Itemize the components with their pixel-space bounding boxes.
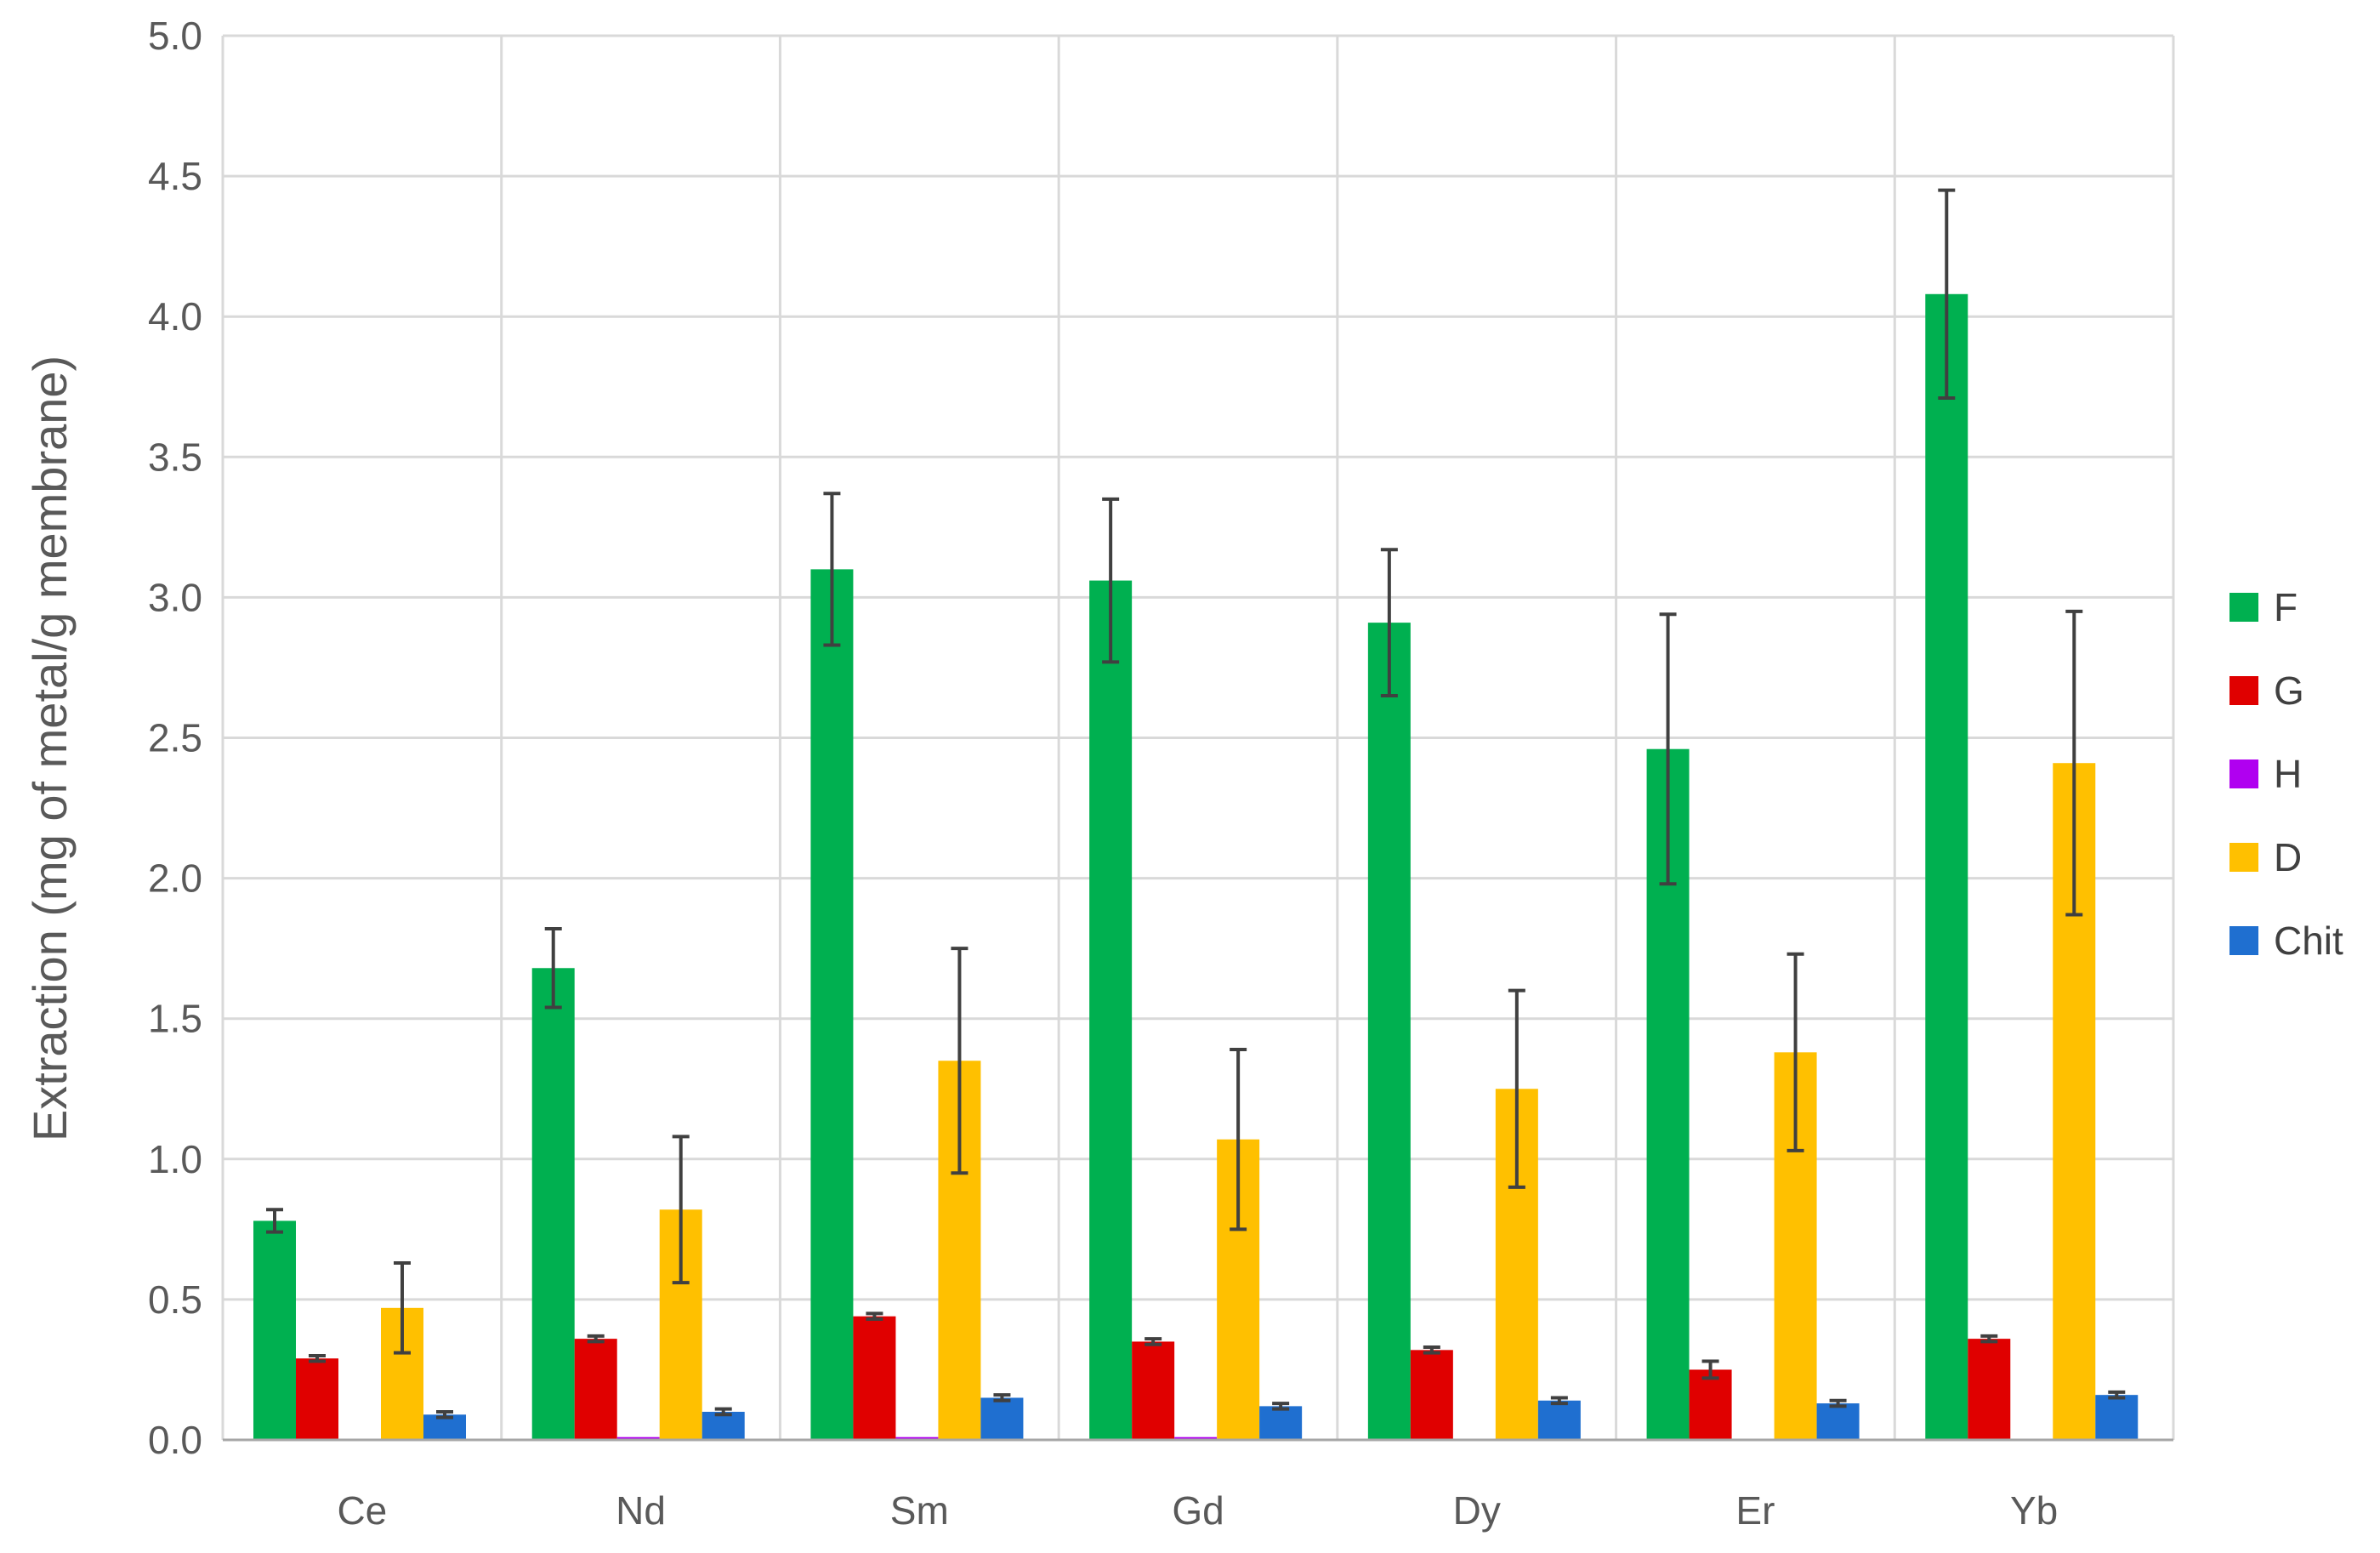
error-bar-chit-yb — [2108, 1390, 2126, 1400]
legend-label: H — [2274, 752, 2302, 796]
error-bar-g-nd — [587, 1334, 605, 1344]
y-tick-label: 4.0 — [148, 294, 202, 338]
y-tick-label: 5.0 — [148, 14, 202, 58]
error-bar-chit-ce — [436, 1409, 453, 1419]
error-bar-f-nd — [544, 927, 562, 1010]
legend-swatch — [2229, 926, 2258, 955]
error-bar-d-gd — [1230, 1048, 1247, 1232]
x-tick-label: Er — [1735, 1488, 1775, 1533]
legend-entry-d: D — [2229, 835, 2302, 879]
error-bar-chit-dy — [1550, 1396, 1568, 1406]
bar-chit-nd — [702, 1411, 745, 1440]
error-bar-g-yb — [1980, 1334, 1998, 1344]
bar-chit-sm — [980, 1397, 1024, 1440]
y-axis-title: Extraction (mg of metal/g membrane) — [23, 356, 77, 1141]
legend-entry-g: G — [2229, 668, 2304, 713]
legend-entry-h: H — [2229, 752, 2302, 796]
bar-g-yb — [1968, 1339, 2011, 1440]
error-bar-f-dy — [1380, 548, 1398, 697]
legend-swatch — [2229, 759, 2258, 788]
bar-g-dy — [1410, 1350, 1453, 1440]
bar-h-sm — [895, 1436, 939, 1440]
bar-g-er — [1689, 1369, 1732, 1440]
error-bar-d-sm — [951, 947, 968, 1175]
bar-f-ce — [253, 1220, 296, 1440]
bars — [253, 293, 2139, 1441]
bar-h-nd — [616, 1436, 660, 1440]
legend-swatch — [2229, 593, 2258, 622]
error-bar-f-yb — [1938, 188, 1956, 400]
bar-g-nd — [574, 1339, 617, 1440]
bar-chit-dy — [1537, 1400, 1581, 1440]
bar-chit-er — [1816, 1403, 1860, 1440]
legend-label: F — [2274, 585, 2298, 629]
error-bar-g-er — [1701, 1359, 1719, 1380]
bar-f-nd — [531, 968, 575, 1440]
bar-f-dy — [1367, 623, 1411, 1440]
bar-g-ce — [296, 1358, 338, 1440]
bar-g-sm — [853, 1316, 896, 1440]
y-tick-label: 0.0 — [148, 1418, 202, 1462]
y-tick-label: 3.5 — [148, 435, 202, 479]
error-bar-g-sm — [866, 1311, 883, 1322]
y-tick-labels: 0.0 0.5 1.0 1.5 2.0 2.5 3.0 3.5 4.0 4.5 5.0 — [148, 14, 202, 1462]
legend-label: Chit — [2274, 919, 2343, 963]
error-bar-g-gd — [1145, 1337, 1162, 1346]
legend-entry-chit: Chit — [2229, 919, 2343, 963]
legend-swatch — [2229, 676, 2258, 705]
error-bar-d-er — [1786, 952, 1804, 1152]
y-tick-label: 0.5 — [148, 1277, 202, 1322]
y-tick-label: 3.0 — [148, 575, 202, 619]
error-bar-chit-nd — [714, 1407, 732, 1417]
error-bar-chit-sm — [993, 1393, 1011, 1402]
legend-label: G — [2274, 668, 2304, 713]
error-bar-d-yb — [2065, 609, 2083, 917]
error-bar-f-ce — [266, 1208, 283, 1234]
error-bar-f-sm — [823, 492, 841, 647]
error-bar-chit-er — [1829, 1398, 1847, 1408]
y-tick-label: 2.0 — [148, 856, 202, 901]
bar-f-sm — [810, 569, 854, 1440]
error-bar-chit-gd — [1272, 1402, 1290, 1411]
error-bar-f-er — [1659, 612, 1677, 886]
x-tick-label: Nd — [616, 1488, 666, 1533]
y-tick-label: 1.0 — [148, 1137, 202, 1181]
error-bar-d-ce — [394, 1260, 411, 1355]
grid-lines — [223, 34, 2173, 1440]
x-tick-label: Sm — [890, 1488, 949, 1533]
x-tick-label: Ce — [337, 1488, 387, 1533]
bar-chit-gd — [1259, 1406, 1303, 1440]
x-tick-labels: Ce Nd Sm Gd Dy Er Yb — [337, 1488, 2058, 1533]
legend-entry-f: F — [2229, 585, 2298, 629]
y-tick-label: 4.5 — [148, 154, 202, 198]
bar-f-gd — [1089, 580, 1133, 1440]
axes — [221, 34, 2175, 1442]
error-bars — [266, 188, 2126, 1419]
legend-label: D — [2274, 835, 2302, 879]
error-bar-d-nd — [672, 1135, 690, 1285]
legend-swatch — [2229, 843, 2258, 872]
x-tick-label: Gd — [1172, 1488, 1224, 1533]
bar-h-gd — [1174, 1436, 1218, 1440]
error-bar-g-dy — [1423, 1345, 1440, 1355]
y-tick-label: 2.5 — [148, 716, 202, 760]
y-tick-label: 1.5 — [148, 997, 202, 1041]
x-tick-label: Yb — [2010, 1488, 2058, 1533]
error-bar-d-dy — [1508, 988, 1525, 1189]
error-bar-g-ce — [309, 1353, 326, 1363]
x-tick-label: Dy — [1453, 1488, 1501, 1533]
bar-f-yb — [1925, 293, 1968, 1441]
bar-chit-yb — [2095, 1395, 2139, 1440]
error-bar-f-gd — [1102, 497, 1120, 664]
bar-g-gd — [1132, 1341, 1175, 1440]
